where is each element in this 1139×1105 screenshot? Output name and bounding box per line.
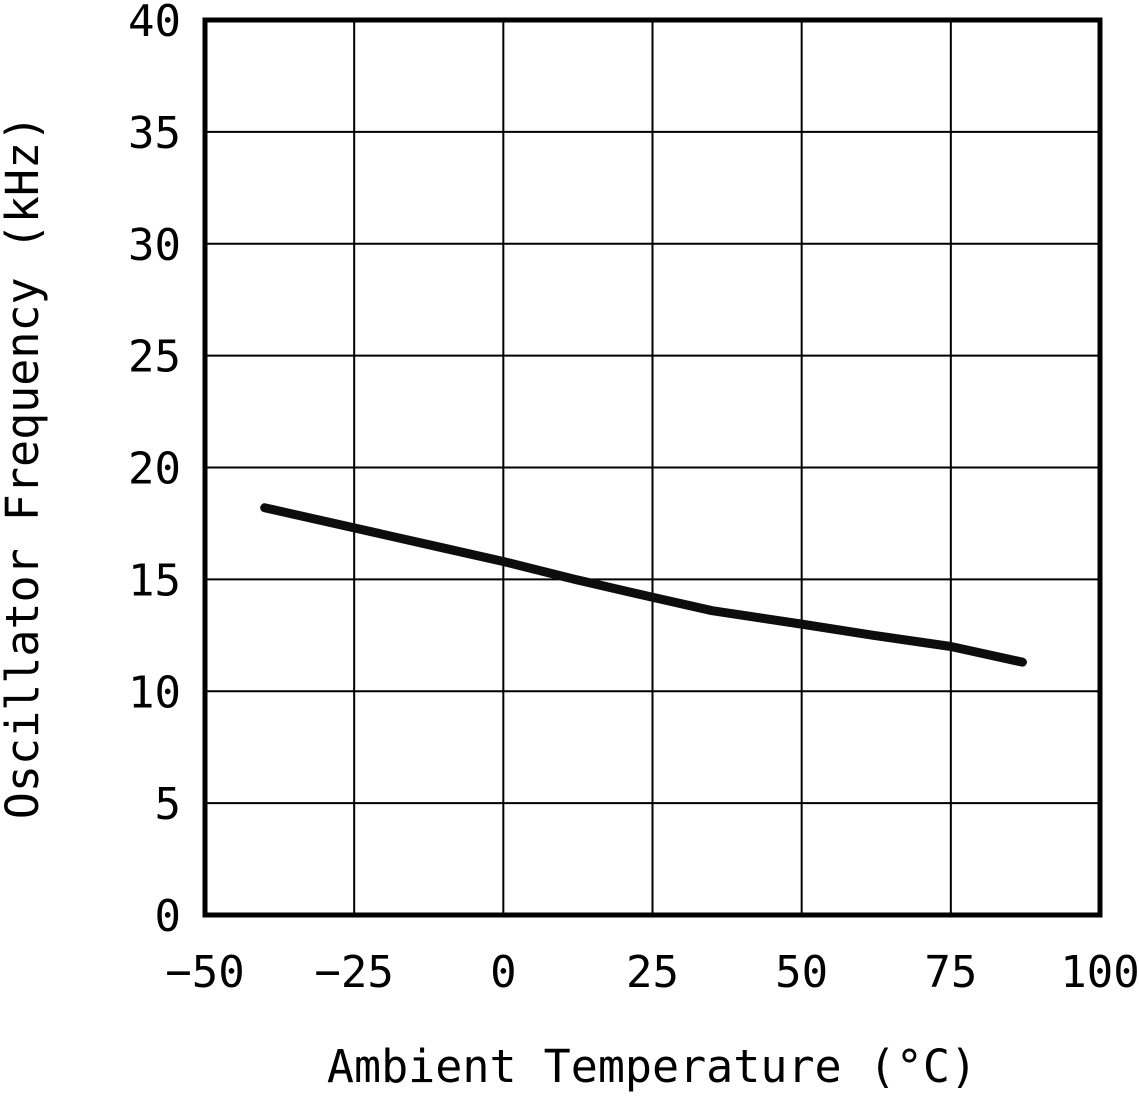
x-tick-label: −50 (165, 947, 244, 998)
tick-labels: −50 −25 0 25 50 75 100 0 5 10 15 20 25 30 35 40 (128, 0, 1139, 998)
y-tick-label: 25 (128, 332, 181, 383)
y-tick-label: 40 (128, 0, 181, 47)
y-tick-label: 15 (128, 555, 181, 606)
x-tick-label: 50 (775, 947, 828, 998)
series-line-oscillator-frequency (260, 503, 1027, 667)
grid-lines (204, 19, 1101, 916)
x-tick-label: 100 (1060, 947, 1139, 998)
data-line (260, 503, 1027, 667)
x-tick-label: −25 (314, 947, 393, 998)
x-tick-label: 75 (924, 947, 977, 998)
x-tick-label: 25 (626, 947, 679, 998)
y-tick-label: 5 (155, 779, 182, 830)
plot-border (202, 17, 1103, 918)
y-tick-label: 20 (128, 444, 181, 495)
y-tick-label: 30 (128, 220, 181, 271)
y-axis-label: Oscillator Frequency (kHz) (0, 115, 49, 819)
y-tick-label: 0 (155, 891, 182, 942)
x-axis-label: Ambient Temperature (°C) (327, 1040, 977, 1093)
plot-frame (202, 17, 1103, 918)
x-tick-label: 0 (490, 947, 517, 998)
y-tick-label: 35 (128, 108, 181, 159)
y-tick-label: 10 (128, 667, 181, 718)
